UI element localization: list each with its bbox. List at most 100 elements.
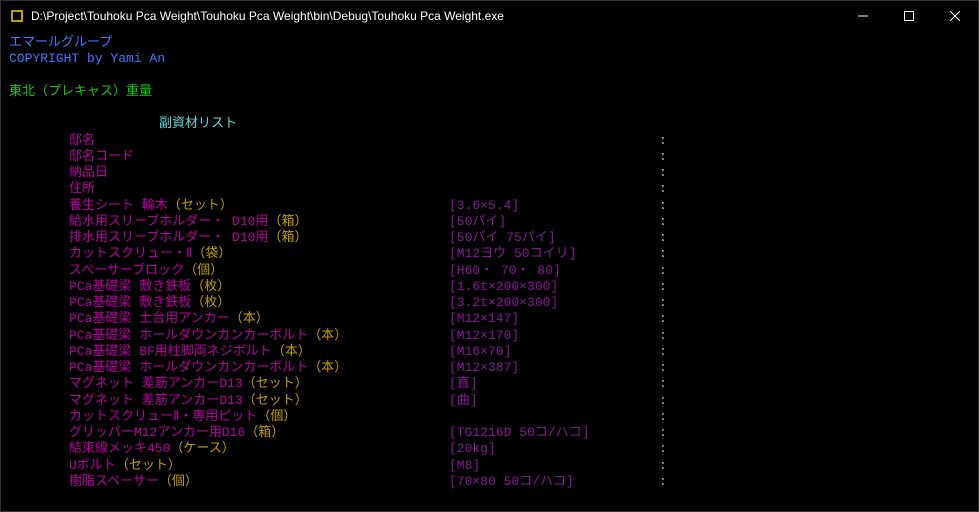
material-label: 給水用スリーブホルダー・ D10用 [69,214,268,229]
material-unit: （枚） [191,295,230,310]
material-label: 樹脂スペーサー [69,474,159,489]
label-col: 邸名 [69,133,449,149]
spec-col: [3.2t×200×300] [449,295,659,311]
material-spec: [M12×170] [449,328,519,343]
maximize-button[interactable] [886,1,932,31]
material-label: Uボルト [69,458,116,473]
material-spec: [M12×387] [449,360,519,375]
spec-col: [3.6×5.4] [449,198,659,214]
colon: : [659,376,667,392]
spec-col: [M12ヨウ 50コイリ] [449,246,659,262]
material-label: PCa基礎梁 ホールダウンカンカーボルト [69,328,308,343]
table-row: PCa基礎梁 ホールダウンカンカーボルト（本）[M12×170]: [9,328,970,344]
material-unit: （セット） [116,458,181,473]
spec-col [449,181,659,197]
material-spec: [M12×147] [449,311,519,326]
material-list: 邸名:邸名コード:納品日:住所:養生シート 輪木（セット）[3.6×5.4]:給… [9,133,970,491]
colon: : [659,263,667,279]
colon: : [659,360,667,376]
label-col: PCa基礎梁 土台用アンカー（本） [69,311,449,327]
table-row: 納品日: [9,165,970,181]
label-col: PCa基礎梁 ホールダウンカンカーボルト（本） [69,328,449,344]
spec-col: [H60・ 70・ 80] [449,263,659,279]
label-col: マグネット 差筋アンカーD13（セット） [69,393,449,409]
titlebar[interactable]: D:\Project\Touhoku Pca Weight\Touhoku Pc… [1,1,978,31]
material-label: PCa基礎梁 敷き鉄板 [69,279,191,294]
label-col: PCa基礎梁 敷き鉄板（枚） [69,279,449,295]
console-area: エマールグループ COPYRIGHT by Yami An 東北（プレキャス）重… [1,31,978,511]
indent [9,441,69,457]
material-label: 住所 [69,181,95,196]
label-col: 養生シート 輪木（セット） [69,198,449,214]
material-unit: （ケース） [170,441,234,456]
app-title: 東北（プレキャス）重量 [9,84,970,100]
material-spec: [M16×70] [449,344,511,359]
label-col: 邸名コード [69,149,449,165]
spec-col: [M16×70] [449,344,659,360]
label-col: 納品日 [69,165,449,181]
material-label: 邸名 [69,133,95,148]
colon: : [659,425,667,441]
app-window: D:\Project\Touhoku Pca Weight\Touhoku Pc… [0,0,979,512]
colon: : [659,198,667,214]
label-col: PCa基礎梁 敷き鉄板（枚） [69,295,449,311]
material-spec: [曲] [449,393,478,408]
material-spec: [70×80 50コ/ハコ] [449,474,574,489]
indent [9,149,69,165]
window-controls [840,1,978,31]
spec-col [449,165,659,181]
table-row: グリッパーM12アンカー用D16（箱）[TG1216D 50コ/ハコ]: [9,425,970,441]
material-unit: （個） [184,263,223,278]
material-unit: （枚） [191,279,230,294]
material-spec: [M8] [449,458,480,473]
table-row: 邸名: [9,133,970,149]
table-row: 排水用スリーブホルダー・ D10用（箱）[50パイ 75パイ]: [9,230,970,246]
colon: : [659,474,667,490]
colon: : [659,214,667,230]
spec-col [449,149,659,165]
close-button[interactable] [932,1,978,31]
table-row: PCa基礎梁 BF用柱脚両ネジボルト（本）[M16×70]: [9,344,970,360]
spec-col: [M8] [449,458,659,474]
spec-col: [曲] [449,393,659,409]
table-row: スペーサーブロック（個）[H60・ 70・ 80]: [9,263,970,279]
colon: : [659,311,667,327]
material-label: 納品日 [69,165,108,180]
material-label: カットスクリュー・Ⅱ [69,246,192,261]
spec-col: [M12×170] [449,328,659,344]
material-spec: [20kg] [449,441,496,456]
titlebar-left: D:\Project\Touhoku Pca Weight\Touhoku Pc… [9,8,504,24]
indent [9,409,69,425]
indent [9,458,69,474]
material-label: 養生シート 輪木 [69,198,168,213]
table-row: 給水用スリーブホルダー・ D10用（箱）[50パイ]: [9,214,970,230]
subtitle-text: 副資材リスト [69,116,237,132]
material-spec: [3.6×5.4] [449,198,519,213]
colon: : [659,230,667,246]
material-label: カットスクリューⅡ・専用ピット [69,409,257,424]
spec-col: [M12×387] [449,360,659,376]
indent [9,165,69,181]
spec-col: [50パイ 75パイ] [449,230,659,246]
minimize-button[interactable] [840,1,886,31]
label-col: Uボルト（セット） [69,458,449,474]
material-spec: [TG1216D 50コ/ハコ] [449,425,589,440]
material-unit: （個） [159,474,198,489]
blank-line [9,68,970,84]
indent [9,344,69,360]
colon: : [659,393,667,409]
material-label: 邸名コード [69,149,134,164]
label-col: カットスクリューⅡ・専用ピット（個） [69,409,449,425]
material-label: PCa基礎梁 敷き鉄板 [69,295,191,310]
table-row: Uボルト（セット）[M8]: [9,458,970,474]
indent [9,360,69,376]
material-unit: （セット） [243,376,308,391]
colon: : [659,165,667,181]
label-col: カットスクリュー・Ⅱ（袋） [69,246,449,262]
table-row: PCa基礎梁 土台用アンカー（本）[M12×147]: [9,311,970,327]
indent [9,246,69,262]
material-unit: （本） [230,311,269,326]
indent [9,230,69,246]
indent [9,425,69,441]
indent [9,474,69,490]
